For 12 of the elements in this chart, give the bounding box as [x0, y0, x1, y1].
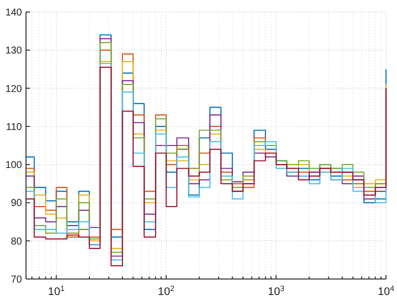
x-tick-label: 10$^{1}$ [48, 284, 65, 298]
y-tick-label: 80 [10, 236, 22, 248]
y-tick-label: 120 [5, 84, 22, 95]
y-tick-label: 130 [5, 46, 22, 57]
y-tick-label: 100 [5, 160, 22, 172]
y-tick-label: 140 [5, 8, 22, 18]
y-tick-label: 70 [10, 274, 22, 286]
y-tick-label: 110 [6, 122, 22, 133]
x-tick-label: 10$^{4}$ [378, 284, 395, 298]
y-tick-label: 90 [10, 198, 22, 210]
x-tick-label: 10$^{2}$ [158, 284, 174, 298]
x-tick-label: 10$^{3}$ [268, 284, 284, 298]
